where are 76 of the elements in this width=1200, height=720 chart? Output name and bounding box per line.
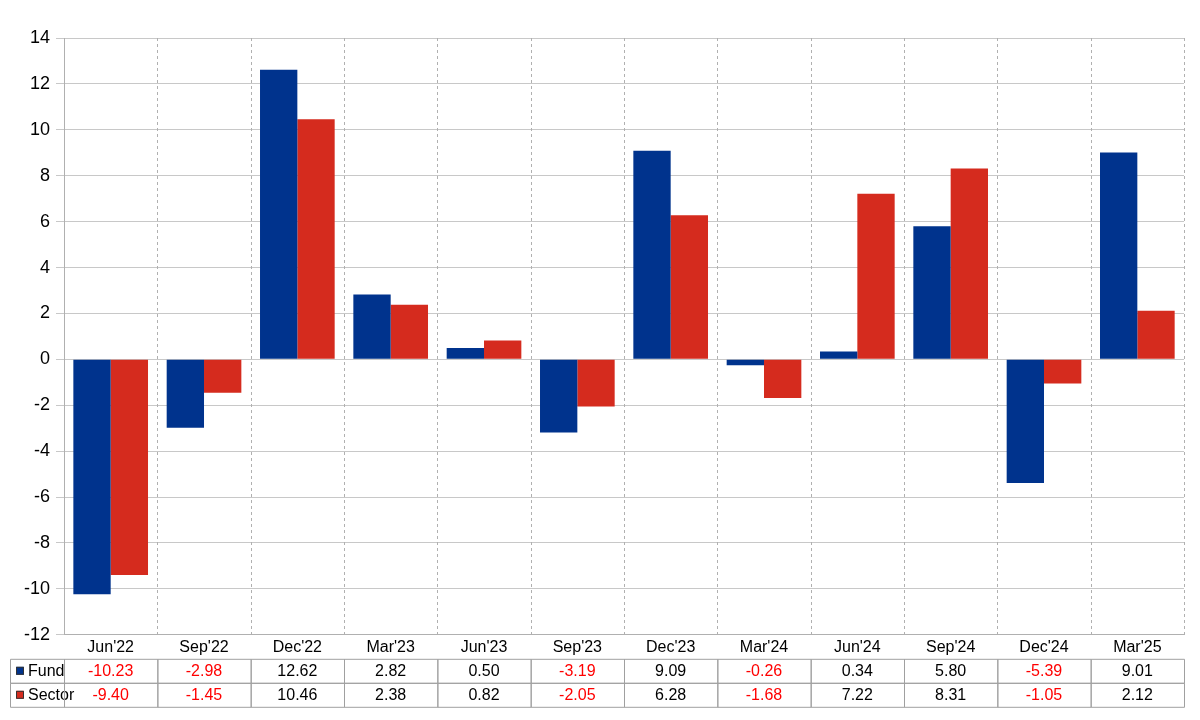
- bar: [633, 150, 671, 359]
- bar: [166, 359, 205, 428]
- data-label: 10.46: [277, 686, 318, 704]
- y-tick-label: 8: [40, 164, 51, 185]
- y-tick-label: -12: [24, 623, 51, 644]
- data-label: 7.22: [841, 686, 874, 704]
- bar: [670, 215, 709, 359]
- bar: [353, 294, 391, 359]
- bar: [260, 69, 298, 359]
- bar: [950, 168, 988, 359]
- data-label: 5.80: [935, 662, 967, 680]
- data-label: -1.45: [185, 686, 223, 704]
- bar: [390, 304, 429, 359]
- bar: [1044, 359, 1082, 384]
- data-label: 2.82: [375, 662, 407, 680]
- y-tick-label: -10: [24, 577, 51, 598]
- y-tick-label: -4: [34, 440, 51, 461]
- bar: [484, 340, 522, 359]
- y-tick-label: 0: [40, 348, 51, 369]
- x-tick-label: Sep'23: [552, 637, 603, 655]
- x-tick-label: Jun'23: [460, 637, 508, 655]
- data-label: 8.31: [935, 686, 967, 704]
- data-label: 2.38: [375, 686, 407, 704]
- bar: [204, 359, 242, 393]
- y-tick-label: 2: [40, 302, 51, 323]
- data-label: -0.26: [745, 662, 783, 680]
- data-label: 2.12: [1121, 686, 1154, 704]
- y-tick-label: 10: [29, 118, 51, 139]
- y-tick-label: 12: [29, 72, 51, 93]
- x-tick-label: Sep'24: [926, 637, 976, 655]
- x-tick-label: Mar'23: [366, 637, 415, 655]
- x-tick-label: Dec'24: [1019, 637, 1069, 655]
- bar: [857, 193, 895, 359]
- bar: [913, 226, 951, 359]
- bar: [446, 347, 485, 359]
- data-label: -1.05: [1025, 686, 1063, 704]
- bar: [820, 351, 858, 359]
- data-label: 9.01: [1121, 662, 1154, 680]
- x-tick-label: Dec'23: [646, 637, 696, 655]
- x-tick-label: Jun'24: [834, 637, 881, 655]
- bar: [297, 119, 335, 359]
- bar: [577, 359, 615, 407]
- data-label: -5.39: [1025, 662, 1063, 680]
- data-label: 6.28: [655, 686, 687, 704]
- bar: [1100, 152, 1138, 359]
- bar: [73, 359, 111, 595]
- legend-label: Fund: [28, 662, 65, 680]
- y-tick-label: 4: [40, 256, 51, 277]
- x-tick-label: Mar'25: [1113, 637, 1162, 655]
- data-label: -3.19: [559, 662, 596, 680]
- y-tick-label: 6: [40, 210, 51, 231]
- data-label: 0.82: [468, 686, 500, 704]
- y-tick-label: -2: [34, 394, 51, 415]
- bar: [726, 359, 765, 366]
- y-tick-label: -6: [34, 486, 51, 507]
- data-label: -9.40: [92, 686, 130, 704]
- x-tick-label: Jun'22: [87, 637, 135, 655]
- data-label: 9.09: [655, 662, 687, 680]
- bar: [764, 359, 802, 398]
- x-tick-label: Sep'22: [179, 637, 229, 655]
- data-label: 12.62: [277, 662, 318, 680]
- data-label: -1.68: [745, 686, 783, 704]
- bar: [540, 359, 578, 433]
- bar: [1137, 310, 1175, 359]
- x-tick-label: Mar'24: [739, 637, 789, 655]
- bar: [110, 359, 149, 576]
- y-tick-label: 14: [29, 26, 51, 47]
- data-label: 0.34: [841, 662, 874, 680]
- legend-label: Sector: [28, 686, 75, 704]
- bar: [1006, 359, 1044, 484]
- data-label: -10.23: [87, 662, 134, 680]
- y-tick-label: -8: [34, 531, 51, 552]
- data-label: -2.98: [185, 662, 223, 680]
- x-tick-label: Dec'22: [272, 637, 323, 655]
- data-label: 0.50: [468, 662, 500, 680]
- data-label: -2.05: [559, 686, 596, 704]
